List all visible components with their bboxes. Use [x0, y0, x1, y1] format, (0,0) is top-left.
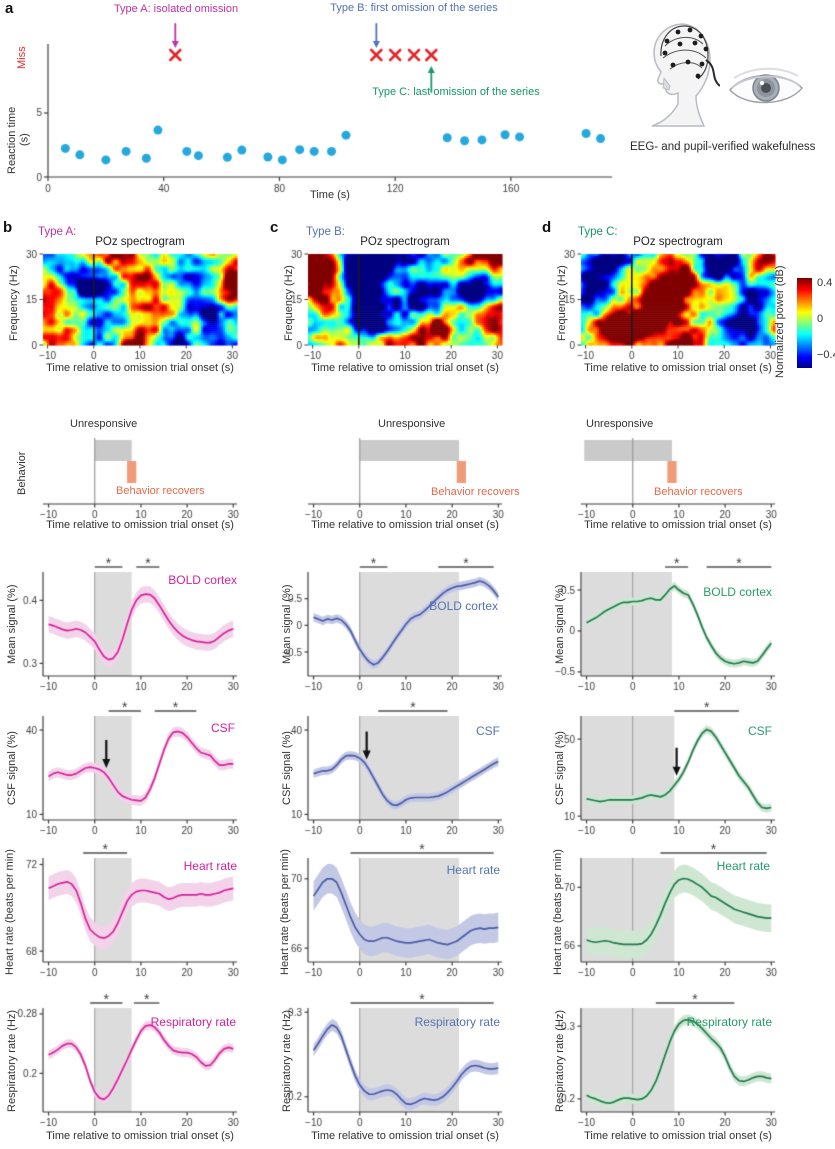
resp-canvas-c [268, 992, 508, 1142]
colorbar-tick-mid: 0 [817, 313, 824, 325]
csf-legend-c: CSF [476, 724, 500, 738]
spectrogram-title-d: POz spectrogram [633, 236, 723, 248]
spectrogram-canvas-b [3, 248, 243, 366]
behavior-xlabel-d: Time relative to omission trial onset (s… [584, 519, 772, 531]
csf-canvas-c [268, 700, 508, 850]
behavior-xlabel-b: Time relative to omission trial onset (s… [46, 519, 234, 531]
heart-ylabel-c: Heart rate (beats per min) [279, 849, 291, 976]
type-b-column-label: Type B: [306, 226, 345, 238]
csf-legend-d: CSF [748, 724, 772, 738]
freq-ylabel-d: Frequency (Hz) [556, 265, 568, 341]
bold-canvas-d [541, 556, 781, 706]
unresponsive-label-b: Unresponsive [70, 418, 138, 430]
resp-ylabel-d: Respiratory rate (Hz) [554, 1009, 566, 1113]
recover-label-d: Behavior recovers [654, 486, 743, 498]
colorbar-label: Normalized power (dB) [774, 265, 786, 379]
resp-legend-d: Respiratory rate [686, 1015, 772, 1029]
behavior-canvas-b [3, 428, 243, 528]
resp-xlabel-b: Time relative to omission trial onset (s… [46, 1130, 234, 1142]
panel-d-letter: d [542, 219, 552, 236]
panel-c-letter: c [270, 219, 279, 236]
heart-legend-c: Heart rate [446, 863, 500, 877]
bold-canvas-b [3, 556, 243, 706]
spec-xlabel-c: Time relative to omission trial onset (s… [311, 362, 499, 374]
unresponsive-label-c: Unresponsive [378, 418, 446, 430]
resp-canvas-b [3, 992, 243, 1142]
heart-ylabel-d: Heart rate (beats per min) [552, 849, 564, 976]
csf-ylabel-d: CSF signal (%) [554, 731, 566, 805]
type-a-column-label: Type A: [38, 226, 77, 238]
csf-ylabel-c: CSF signal (%) [281, 731, 293, 805]
freq-ylabel-c: Frequency (Hz) [283, 265, 295, 341]
panel-a-letter: a [5, 0, 14, 17]
spectrogram-canvas-c [268, 248, 508, 366]
colorbar-canvas [797, 278, 812, 368]
panel-a-scatter-canvas [36, 8, 636, 206]
resp-xlabel-c: Time relative to omission trial onset (s… [311, 1130, 499, 1142]
spectrogram-title-b: POz spectrogram [95, 236, 185, 248]
bold-ylabel-d: Mean signal (%) [554, 584, 566, 664]
spectrogram-title-c: POz spectrogram [360, 236, 450, 248]
resp-legend-b: Respiratory rate [150, 1015, 236, 1029]
spec-xlabel-d: Time relative to omission trial onset (s… [584, 362, 772, 374]
pupil-eye-icon [729, 67, 803, 104]
csf-ylabel-b: CSF signal (%) [6, 731, 18, 805]
colorbar-tick-bottom: −0.4 [817, 349, 835, 361]
type-b-annotation: Type B: first omission of the series [330, 2, 498, 14]
bold-legend-b: BOLD cortex [168, 573, 237, 587]
heart-canvas-d [541, 842, 781, 992]
bold-legend-d: BOLD cortex [703, 585, 772, 599]
bold-ylabel-c: Mean signal (%) [281, 584, 293, 664]
resp-ylabel-b: Respiratory rate (Hz) [6, 1009, 18, 1113]
miss-axis-label: Miss [16, 46, 28, 70]
behavior-xlabel-c: Time relative to omission trial onset (s… [311, 519, 499, 531]
freq-ylabel-b: Frequency (Hz) [8, 265, 20, 341]
behavior-canvas-d [541, 428, 781, 528]
unresponsive-label-d: Unresponsive [586, 418, 654, 430]
bold-canvas-c [268, 556, 508, 706]
bold-legend-c: BOLD cortex [429, 599, 498, 613]
csf-canvas-d [541, 700, 781, 850]
heart-canvas-c [268, 842, 508, 992]
type-a-annotation: Type A: isolated omission [113, 3, 239, 15]
bold-ylabel-b: Mean signal (%) [6, 584, 18, 664]
resp-xlabel-d: Time relative to omission trial onset (s… [584, 1130, 772, 1142]
colorbar-tick-top: 0.4 [817, 277, 833, 289]
panel-b-letter: b [3, 219, 13, 236]
type-c-annotation: Type C: last omission of the series [372, 86, 540, 98]
csf-legend-b: CSF [211, 721, 235, 735]
heart-ylabel-b: Heart rate (beats per min) [4, 849, 16, 976]
spec-xlabel-b: Time relative to omission trial onset (s… [46, 362, 234, 374]
recover-label-c: Behavior recovers [431, 486, 520, 498]
heart-legend-d: Heart rate [716, 859, 770, 873]
wakefulness-caption: EEG- and pupil-verified wakefulness [630, 141, 816, 153]
heart-legend-b: Heart rate [183, 859, 237, 873]
resp-ylabel-c: Respiratory rate (Hz) [281, 1009, 293, 1113]
heart-canvas-b [3, 842, 243, 992]
behavior-canvas-c [268, 428, 508, 528]
eeg-head-icon [651, 23, 720, 127]
resp-legend-c: Respiratory rate [414, 1015, 500, 1029]
resp-canvas-d [541, 992, 781, 1142]
type-c-column-label: Type C: [578, 226, 618, 238]
panel-a-ylabel: Reaction time (s) [6, 106, 31, 174]
spectrogram-canvas-d [541, 248, 781, 366]
recover-label-b: Behavior recovers [116, 485, 205, 497]
csf-canvas-b [3, 700, 243, 850]
panel-a-xlabel: Time (s) [310, 189, 350, 201]
